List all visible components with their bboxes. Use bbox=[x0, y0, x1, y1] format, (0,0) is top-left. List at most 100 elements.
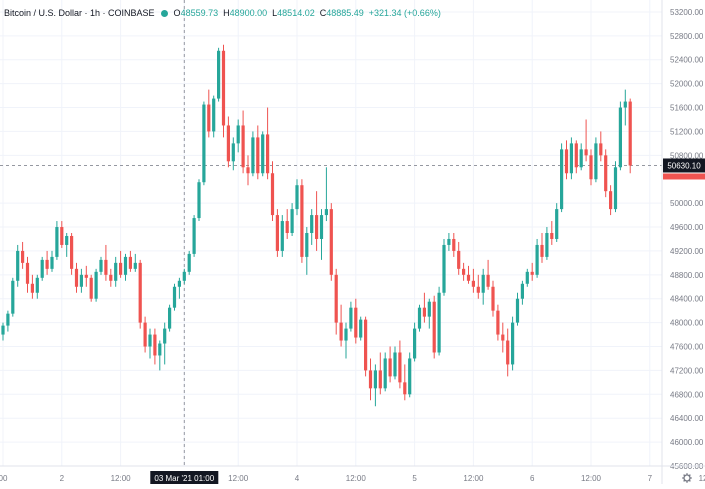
candle-body bbox=[324, 209, 328, 216]
candle-body bbox=[476, 286, 480, 293]
candle-body bbox=[128, 256, 132, 269]
crosshair bbox=[0, 0, 662, 466]
price-tick-label: 46000.00 bbox=[670, 438, 704, 447]
gear-icon[interactable] bbox=[682, 473, 692, 483]
candle-body bbox=[270, 173, 275, 216]
candle-body bbox=[609, 191, 613, 210]
candle-body bbox=[618, 107, 622, 168]
price-tick-label: 52400.00 bbox=[670, 56, 704, 65]
candle-body bbox=[40, 259, 44, 278]
candle-body bbox=[148, 334, 152, 347]
time-tick-label: 6 bbox=[530, 474, 535, 483]
candle-body bbox=[256, 137, 260, 174]
candle-body bbox=[246, 167, 250, 174]
candle-body bbox=[114, 262, 118, 281]
candle-body bbox=[104, 259, 108, 275]
symbol-title[interactable]: Bitcoin / U.S. Dollar · 1h · COINBASE bbox=[4, 8, 155, 18]
candle-body bbox=[466, 274, 471, 281]
candle-body bbox=[481, 274, 485, 293]
candle-body bbox=[21, 250, 25, 263]
time-axis[interactable]: 00212:0012:00412:00512:00612:00712:00812… bbox=[0, 465, 705, 484]
time-tick-label: 2 bbox=[60, 474, 65, 483]
candle-body bbox=[217, 50, 221, 99]
candle-body bbox=[525, 271, 529, 284]
candle-body bbox=[486, 274, 490, 287]
candle-body bbox=[305, 233, 309, 257]
candle-body bbox=[226, 125, 230, 162]
time-tick-label: 5 bbox=[412, 474, 417, 483]
candle-body bbox=[501, 334, 505, 341]
candle-body bbox=[50, 256, 54, 269]
candle-body bbox=[30, 283, 34, 293]
candle-body bbox=[457, 250, 461, 269]
candle-body bbox=[285, 221, 289, 233]
candle-body bbox=[613, 167, 618, 210]
candle-body bbox=[628, 101, 632, 166]
candle-body bbox=[187, 253, 191, 272]
price-tick-label: 49200.00 bbox=[670, 247, 704, 256]
current-price-label-bg bbox=[663, 158, 705, 173]
candle-body bbox=[207, 104, 211, 132]
candle-body bbox=[520, 283, 524, 299]
candle-body bbox=[1, 325, 5, 335]
candle-body bbox=[163, 328, 167, 344]
price-tick-label: 50800.00 bbox=[670, 151, 704, 160]
candle-body bbox=[393, 352, 397, 377]
candle-body bbox=[545, 233, 549, 257]
candle-body bbox=[442, 244, 446, 293]
candle-body bbox=[550, 233, 554, 239]
candle-body bbox=[569, 143, 573, 174]
candle-body bbox=[515, 298, 520, 323]
current-price-label: 50630.10 bbox=[667, 161, 701, 170]
candle-body bbox=[153, 334, 157, 356]
price-axis[interactable]: 53200.00 52800.00 52400.00 52000.00 51600.00… bbox=[661, 0, 705, 484]
time-tick-label: 12:00 bbox=[111, 474, 132, 483]
candle-body bbox=[275, 215, 279, 251]
candle-body bbox=[172, 286, 177, 308]
candles bbox=[1, 44, 632, 407]
gear-icon-tooth bbox=[688, 474, 691, 477]
candle-body bbox=[65, 235, 69, 245]
candle-body bbox=[79, 274, 83, 287]
time-tick-label: 12:00 bbox=[699, 474, 705, 483]
candle-body bbox=[329, 209, 333, 275]
candle-body bbox=[177, 280, 181, 287]
candle-body bbox=[574, 143, 578, 168]
candle-body bbox=[452, 238, 456, 251]
ohlc-values: O48559.73 H48900.00 L48514.02 C48885.49 … bbox=[174, 8, 441, 18]
time-tick-label: 7 bbox=[648, 474, 653, 483]
candle-body bbox=[496, 310, 500, 335]
price-tick-label: 51200.00 bbox=[670, 127, 704, 136]
candle-body bbox=[491, 286, 495, 311]
candle-body bbox=[471, 280, 475, 287]
candle-body bbox=[261, 134, 265, 174]
candle-body bbox=[408, 358, 412, 395]
candle-body bbox=[432, 301, 436, 353]
candle-body bbox=[123, 256, 128, 275]
candle-body bbox=[373, 370, 377, 389]
candle-body bbox=[584, 149, 588, 156]
candle-body bbox=[359, 319, 363, 338]
candle-body bbox=[133, 262, 137, 269]
candle-body bbox=[315, 215, 319, 239]
price-tick-label: 47600.00 bbox=[670, 343, 704, 352]
close-value: 48885.49 bbox=[326, 8, 364, 18]
time-tick-label: 4 bbox=[295, 474, 300, 483]
gear-icon-tooth bbox=[688, 479, 691, 482]
candle-body bbox=[89, 277, 93, 299]
candle-body bbox=[295, 185, 299, 210]
candle-body bbox=[158, 343, 162, 356]
candle-body bbox=[11, 280, 15, 314]
candle-body bbox=[413, 328, 417, 359]
candle-body bbox=[599, 143, 603, 156]
candle-body bbox=[70, 235, 74, 269]
candle-body bbox=[530, 271, 534, 275]
open-label: O bbox=[173, 8, 181, 18]
price-tick-label: 53200.00 bbox=[670, 8, 704, 17]
candle-body bbox=[462, 268, 466, 275]
candle-body bbox=[6, 313, 10, 326]
candle-body bbox=[388, 358, 392, 377]
time-tick-label: 12:00 bbox=[346, 474, 367, 483]
